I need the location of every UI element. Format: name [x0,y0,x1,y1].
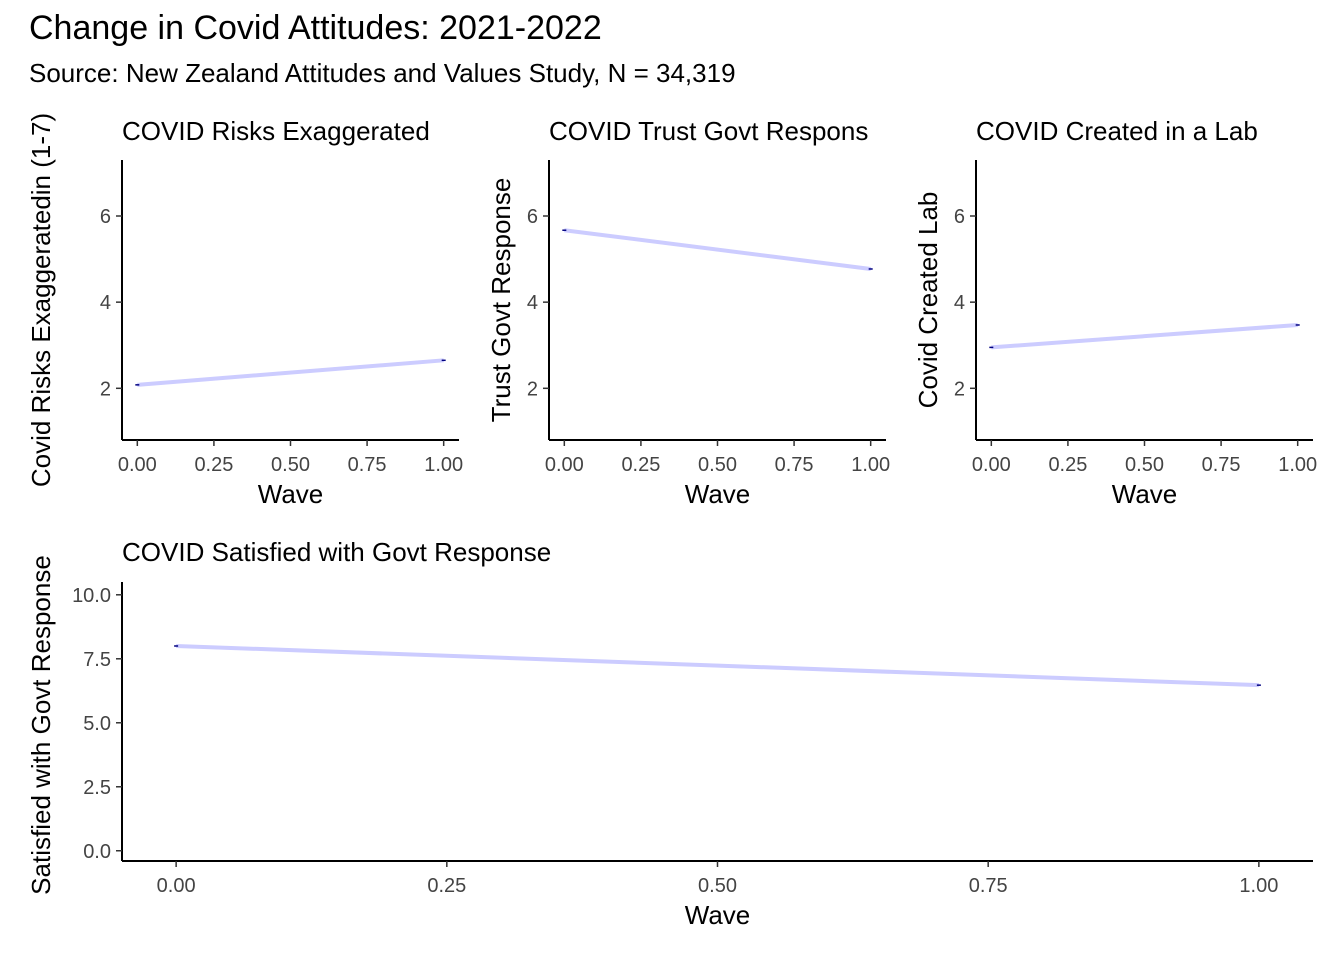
y-tick-label: 5.0 [83,713,111,735]
y-tick-label: 4 [954,292,965,314]
x-tick-label: 0.00 [157,875,196,897]
panel-3: COVID Created in a Lab 0.00 0.25 0.50 0.75 1.… [913,116,1317,509]
x-tick-label: 0.50 [1125,454,1164,476]
x-tick-label: 0.75 [775,454,814,476]
chart-title: Change in Covid Attitudes: 2021-2022 [29,9,602,47]
y-axis-title: Satisfied with Govt Response [26,555,56,895]
y-tick-label: 2 [954,378,965,400]
y-axis-title: Covid Risks Exaggeratedin (1-7) [26,113,56,487]
y-tick-label: 2 [527,378,538,400]
panel-title: COVID Created in a Lab [976,116,1258,146]
x-tick-label: 1.00 [1278,454,1317,476]
x-tick-label: 0.25 [621,454,660,476]
y-tick-label: 2.5 [83,777,111,799]
x-axis-title: Wave [258,479,324,509]
x-tick-label: 1.00 [851,454,890,476]
x-axis-title: Wave [685,479,751,509]
x-tick-label: 0.00 [972,454,1011,476]
series-line [564,228,871,271]
y-tick-label: 10.0 [72,585,111,607]
x-tick-label: 0.50 [698,454,737,476]
y-tick-label: 4 [527,292,538,314]
panel-4: COVID Satisfied with Govt Response 0.00 0.… [26,537,1313,930]
y-tick-label: 6 [527,206,538,228]
series-line [137,358,444,387]
x-axis-title: Wave [1112,479,1178,509]
x-axis-title: Wave [685,900,751,930]
x-tick-label: 0.50 [698,875,737,897]
y-axis-title: Covid Created Lab [913,192,943,409]
x-tick-label: 0.25 [1048,454,1087,476]
x-tick-label: 0.75 [348,454,387,476]
x-tick-label: 0.50 [271,454,310,476]
y-tick-label: 6 [954,206,965,228]
x-tick-label: 0.00 [118,454,157,476]
y-axis-title: Trust Govt Response [486,178,516,423]
panel-title: COVID Risks Exaggerated [122,116,430,146]
series-line [176,643,1259,688]
panel-title: COVID Satisfied with Govt Response [122,537,551,567]
x-tick-label: 0.75 [969,875,1008,897]
y-tick-label: 4 [100,292,111,314]
x-tick-label: 0.25 [194,454,233,476]
series-line [991,322,1298,350]
panel-title: COVID Trust Govt Respons [549,116,868,146]
x-tick-label: 1.00 [1239,875,1278,897]
y-tick-label: 2 [100,378,111,400]
y-tick-label: 0.0 [83,841,111,863]
chart-subtitle: Source: New Zealand Attitudes and Values… [29,58,736,88]
y-tick-label: 6 [100,206,111,228]
y-tick-label: 7.5 [83,649,111,671]
x-tick-label: 0.25 [427,875,466,897]
x-tick-label: 0.00 [545,454,584,476]
panel-2: COVID Trust Govt Respons 0.00 0.25 0.50 0.75… [486,116,890,509]
x-tick-label: 1.00 [424,454,463,476]
panel-1: COVID Risks Exaggerated 0.00 0.25 0.50 0.75 1… [26,113,463,509]
x-tick-label: 0.75 [1202,454,1241,476]
